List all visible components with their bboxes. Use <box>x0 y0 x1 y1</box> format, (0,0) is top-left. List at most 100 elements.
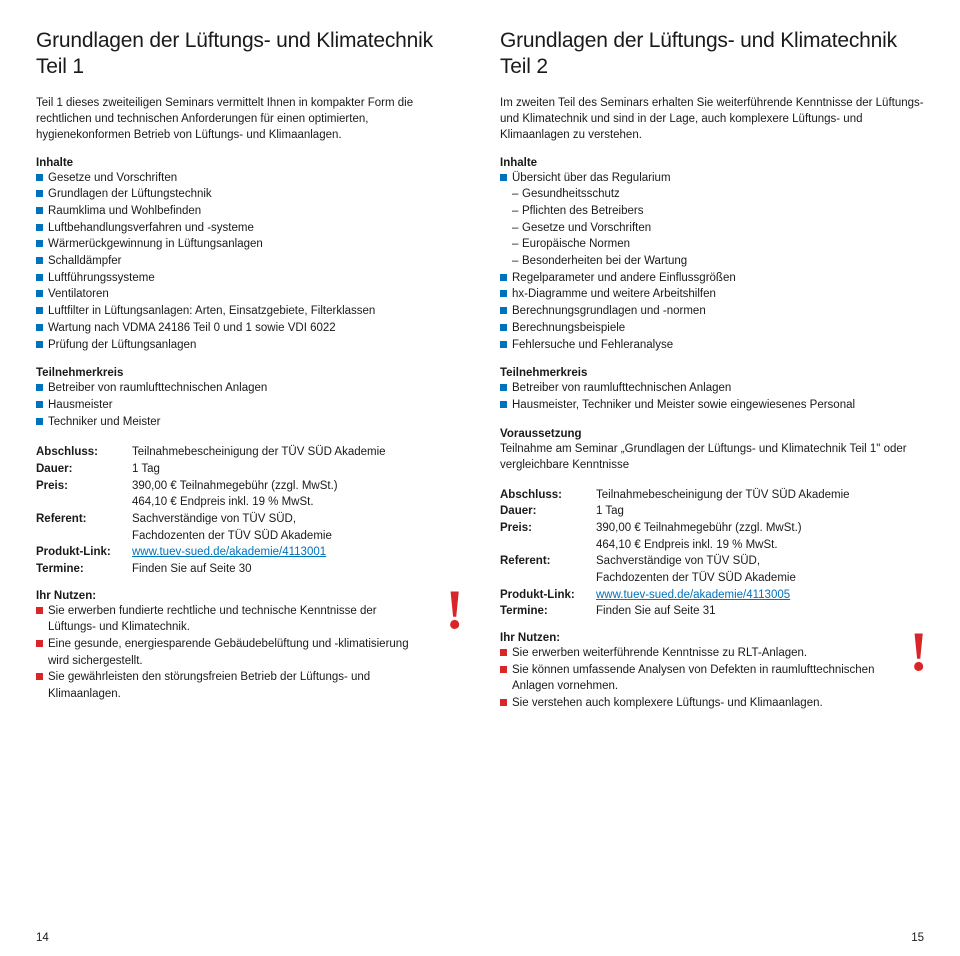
table-row: Referent:Sachverständige von TÜV SÜD,Fac… <box>500 553 924 586</box>
teiln-head-right: Teilnehmerkreis <box>500 367 924 379</box>
table-row: Termine:Finden Sie auf Seite 30 <box>36 561 460 578</box>
list-item: Europäische Normen <box>512 236 924 253</box>
list-item: Techniker und Meister <box>36 414 460 431</box>
inhalte-sub-right: GesundheitsschutzPflichten des Betreiber… <box>512 186 924 269</box>
list-item: Regelparameter und andere Einflussgrößen <box>500 270 924 287</box>
detail-value: 390,00 € Teilnahmegebühr (zzgl. MwSt.)46… <box>596 520 924 553</box>
table-row: Referent:Sachverständige von TÜV SÜD,Fac… <box>36 511 460 544</box>
list-item: Luftführungssysteme <box>36 270 460 287</box>
list-item: Grundlagen der Lüftungstechnik <box>36 186 460 203</box>
detail-label: Abschluss: <box>36 444 132 461</box>
detail-label: Dauer: <box>500 503 596 520</box>
list-item-label: Übersicht über das Regularium <box>512 172 671 184</box>
right-column: Grundlagen der Lüftungs- und Klimatechni… <box>500 28 924 956</box>
list-item: Raumklima und Wohlbefinden <box>36 203 460 220</box>
table-row: Abschluss:Teilnahmebescheinigung der TÜV… <box>36 444 460 461</box>
details-table-left: Abschluss:Teilnahmebescheinigung der TÜV… <box>36 444 460 577</box>
detail-value: Sachverständige von TÜV SÜD,Fachdozenten… <box>132 511 460 544</box>
list-item: Wartung nach VDMA 24186 Teil 0 und 1 sow… <box>36 320 460 337</box>
detail-value: Sachverständige von TÜV SÜD,Fachdozenten… <box>596 553 924 586</box>
nutzen-list-left: Sie erwerben fundierte rechtliche und te… <box>36 603 424 703</box>
detail-value: Teilnahmebescheinigung der TÜV SÜD Akade… <box>596 487 924 504</box>
intro-left: Teil 1 dieses zweiteiligen Seminars verm… <box>36 95 460 143</box>
list-item: Übersicht über das Regularium Gesundheit… <box>500 170 924 270</box>
page-number-left: 14 <box>36 932 460 956</box>
table-row: Dauer:1 Tag <box>500 503 924 520</box>
teiln-head-left: Teilnehmerkreis <box>36 367 460 379</box>
table-row: Produkt-Link:www.tuev-sued.de/akademie/4… <box>500 587 924 604</box>
detail-value: 390,00 € Teilnahmegebühr (zzgl. MwSt.)46… <box>132 478 460 511</box>
detail-label: Referent: <box>36 511 132 544</box>
detail-label: Abschluss: <box>500 487 596 504</box>
list-item: Hausmeister, Techniker und Meister sowie… <box>500 397 924 414</box>
detail-value: 1 Tag <box>596 503 924 520</box>
list-item: Sie erwerben weiterführende Kenntnisse z… <box>500 645 888 662</box>
list-item: Fehlersuche und Fehleranalyse <box>500 337 924 354</box>
intro-right: Im zweiten Teil des Seminars erhalten Si… <box>500 95 924 143</box>
detail-value: Finden Sie auf Seite 31 <box>596 603 924 620</box>
product-link[interactable]: www.tuev-sued.de/akademie/4113005 <box>596 589 790 601</box>
list-item: Luftbehandlungsverfahren und -systeme <box>36 220 460 237</box>
detail-label: Termine: <box>500 603 596 620</box>
inhalte-head-left: Inhalte <box>36 157 460 169</box>
list-item: Sie verstehen auch komplexere Lüftungs- … <box>500 695 888 712</box>
detail-label: Produkt-Link: <box>500 587 596 604</box>
detail-value: www.tuev-sued.de/akademie/4113001 <box>132 544 460 561</box>
detail-label: Preis: <box>500 520 596 553</box>
title-left: Grundlagen der Lüftungs- und Klimatechni… <box>36 28 460 81</box>
exclamation-icon: ! <box>445 582 464 638</box>
table-row: Abschluss:Teilnahmebescheinigung der TÜV… <box>500 487 924 504</box>
list-item: Eine gesunde, energiesparende Gebäudebel… <box>36 636 424 669</box>
table-row: Preis:390,00 € Teilnahmegebühr (zzgl. Mw… <box>500 520 924 553</box>
inhalte-head-right: Inhalte <box>500 157 924 169</box>
detail-value: Finden Sie auf Seite 30 <box>132 561 460 578</box>
list-item: Wärmerückgewinnung in Lüftungsanlagen <box>36 236 460 253</box>
list-item: hx-Diagramme und weitere Arbeitshilfen <box>500 286 924 303</box>
list-item: Luftfilter in Lüftungsanlagen: Arten, Ei… <box>36 303 460 320</box>
product-link[interactable]: www.tuev-sued.de/akademie/4113001 <box>132 546 326 558</box>
nutzen-head-right: Ihr Nutzen: <box>500 632 888 644</box>
list-item: Prüfung der Lüftungsanlagen <box>36 337 460 354</box>
teiln-list-right: Betreiber von raumlufttechnischen Anlage… <box>500 380 924 413</box>
detail-label: Produkt-Link: <box>36 544 132 561</box>
exclamation-icon: ! <box>909 624 928 680</box>
left-column: Grundlagen der Lüftungs- und Klimatechni… <box>36 28 460 956</box>
list-item: Betreiber von raumlufttechnischen Anlage… <box>36 380 460 397</box>
detail-label: Preis: <box>36 478 132 511</box>
teiln-list-left: Betreiber von raumlufttechnischen Anlage… <box>36 380 460 430</box>
list-item: Sie können umfassende Analysen von Defek… <box>500 662 888 695</box>
details-table-right: Abschluss:Teilnahmebescheinigung der TÜV… <box>500 487 924 620</box>
inhalte-list-left: Gesetze und VorschriftenGrundlagen der L… <box>36 170 460 353</box>
list-item: Berechnungsgrundlagen und -normen <box>500 303 924 320</box>
list-item: Hausmeister <box>36 397 460 414</box>
nutzen-block-right: Ihr Nutzen: Sie erwerben weiterführende … <box>500 632 924 712</box>
detail-value: www.tuev-sued.de/akademie/4113005 <box>596 587 924 604</box>
list-item: Sie gewährleisten den störungsfreien Bet… <box>36 669 424 702</box>
list-item: Gesundheitsschutz <box>512 186 924 203</box>
table-row: Preis:390,00 € Teilnahmegebühr (zzgl. Mw… <box>36 478 460 511</box>
list-item: Sie erwerben fundierte rechtliche und te… <box>36 603 424 636</box>
nutzen-head-left: Ihr Nutzen: <box>36 590 424 602</box>
detail-label: Dauer: <box>36 461 132 478</box>
detail-label: Termine: <box>36 561 132 578</box>
table-row: Produkt-Link:www.tuev-sued.de/akademie/4… <box>36 544 460 561</box>
table-row: Termine:Finden Sie auf Seite 31 <box>500 603 924 620</box>
nutzen-block-left: Ihr Nutzen: Sie erwerben fundierte recht… <box>36 590 460 703</box>
detail-label: Referent: <box>500 553 596 586</box>
list-item: Pflichten des Betreibers <box>512 203 924 220</box>
table-row: Dauer:1 Tag <box>36 461 460 478</box>
list-item: Ventilatoren <box>36 286 460 303</box>
page-number-right: 15 <box>500 932 924 956</box>
list-item: Gesetze und Vorschriften <box>512 220 924 237</box>
detail-value: 1 Tag <box>132 461 460 478</box>
list-item: Besonderheiten bei der Wartung <box>512 253 924 270</box>
list-item: Schalldämpfer <box>36 253 460 270</box>
detail-value: Teilnahmebescheinigung der TÜV SÜD Akade… <box>132 444 460 461</box>
list-item: Gesetze und Vorschriften <box>36 170 460 187</box>
title-right: Grundlagen der Lüftungs- und Klimatechni… <box>500 28 924 81</box>
list-item: Betreiber von raumlufttechnischen Anlage… <box>500 380 924 397</box>
voraus-text-right: Teilnahme am Seminar „Grundlagen der Lüf… <box>500 441 924 473</box>
inhalte-list-right: Übersicht über das Regularium Gesundheit… <box>500 170 924 353</box>
voraus-head-right: Voraussetzung <box>500 428 924 440</box>
list-item: Berechnungsbeispiele <box>500 320 924 337</box>
